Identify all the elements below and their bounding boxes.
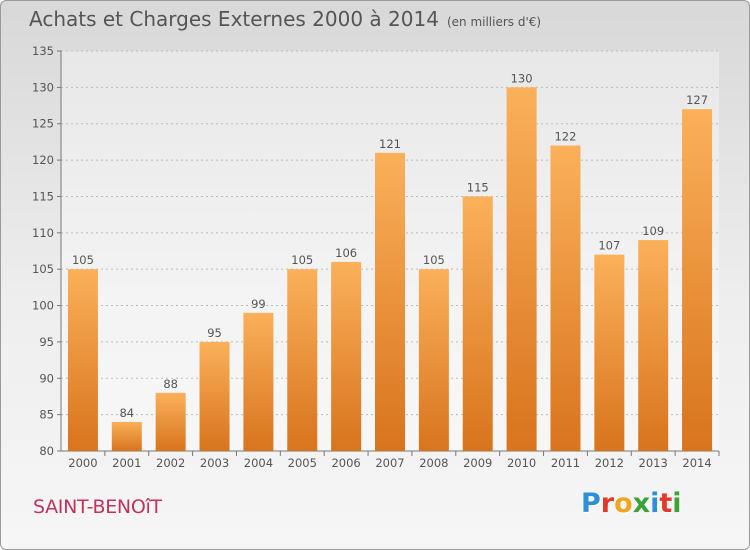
- x-tick-label: 2000: [68, 456, 97, 470]
- logo-letter: t: [659, 488, 673, 519]
- x-tick-label: 2008: [419, 456, 448, 470]
- y-tick-label: 130: [32, 80, 54, 94]
- bar-value-label: 115: [467, 180, 489, 194]
- bar-value-label: 106: [335, 246, 357, 260]
- bar: [67, 269, 98, 451]
- x-tick-label: 2012: [595, 456, 624, 470]
- bar-value-label: 84: [119, 406, 134, 420]
- bar-value-label: 127: [686, 93, 708, 107]
- bar-value-label: 105: [72, 253, 94, 267]
- x-tick-label: 2003: [200, 456, 229, 470]
- x-tick-label: 2011: [551, 456, 580, 470]
- logo-letter: i: [650, 488, 660, 519]
- y-tick-label: 95: [39, 335, 54, 349]
- bar: [111, 421, 142, 451]
- y-tick-label: 110: [32, 226, 54, 240]
- bar-value-label: 88: [163, 377, 178, 391]
- bar: [462, 196, 493, 451]
- bar: [155, 392, 186, 451]
- y-tick-label: 115: [32, 189, 54, 203]
- bar-value-label: 122: [554, 130, 576, 144]
- town-name: SAINT-BENOîT: [33, 496, 162, 518]
- y-tick-label: 135: [32, 44, 54, 58]
- bar: [243, 312, 274, 451]
- x-tick-label: 2009: [463, 456, 492, 470]
- x-tick-label: 2010: [507, 456, 536, 470]
- bar: [375, 152, 405, 451]
- chart-subtitle: (en milliers d'€): [446, 15, 542, 29]
- bar-value-label: 105: [423, 253, 445, 267]
- y-tick-label: 120: [32, 153, 54, 167]
- bar-value-label: 95: [207, 326, 222, 340]
- x-tick-label: 2002: [156, 456, 185, 470]
- proxiti-logo[interactable]: Proxiti: [581, 488, 682, 519]
- y-tick-label: 100: [32, 299, 54, 313]
- logo-letter: x: [632, 488, 651, 519]
- bar: [682, 109, 713, 451]
- y-tick-label: 105: [32, 262, 54, 276]
- bar: [418, 269, 449, 451]
- x-tick-label: 2013: [639, 456, 668, 470]
- bar: [199, 341, 230, 451]
- bar: [638, 240, 669, 451]
- logo-letter: r: [600, 488, 615, 519]
- logo-letter: i: [672, 488, 682, 519]
- bar-value-label: 99: [251, 297, 266, 311]
- y-tick-label: 90: [39, 371, 54, 385]
- x-tick-label: 2006: [331, 456, 360, 470]
- logo-letter: o: [614, 488, 633, 519]
- bar: [594, 254, 625, 451]
- x-tick-label: 2014: [682, 456, 711, 470]
- logo-letter: P: [581, 488, 601, 519]
- x-tick-label: 2004: [244, 456, 273, 470]
- bar-value-label: 107: [598, 239, 620, 253]
- bar-value-label: 121: [379, 137, 401, 151]
- bar: [550, 145, 581, 451]
- chart-title: Achats et Charges Externes 2000 à 2014 (e…: [29, 7, 541, 31]
- y-tick-label: 85: [39, 408, 54, 422]
- x-tick-label: 2007: [375, 456, 404, 470]
- y-tick-label: 125: [32, 117, 54, 131]
- y-tick-label: 80: [39, 444, 54, 458]
- x-tick-label: 2005: [288, 456, 317, 470]
- bar-value-label: 105: [291, 253, 313, 267]
- bar: [506, 87, 537, 451]
- bar-value-label: 130: [511, 71, 533, 85]
- bar-value-label: 109: [642, 224, 664, 238]
- bar: [331, 261, 362, 451]
- chart-title-text: Achats et Charges Externes 2000 à 2014: [29, 7, 439, 31]
- bar: [287, 269, 318, 451]
- x-tick-label: 2001: [112, 456, 141, 470]
